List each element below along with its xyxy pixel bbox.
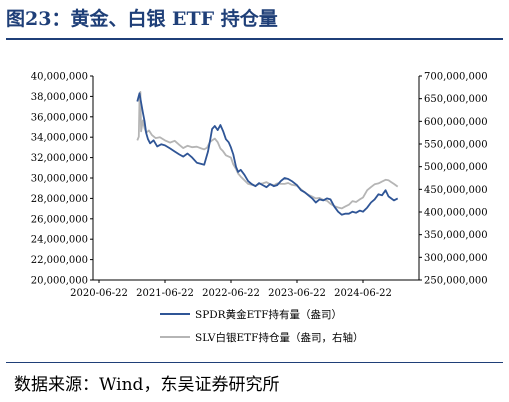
right-tick-label: 400,000,000: [424, 208, 488, 219]
right-tick-label: 650,000,000: [424, 94, 488, 105]
legend-label: SLV白银ETF持仓量（盎司，右轴）: [195, 331, 363, 344]
left-tick-label: 20,000,000: [31, 276, 88, 287]
x-tick-label: 2020-06-22: [70, 288, 128, 299]
right-axis-ticks: 250,000,000 300,000,000 350,000,000 400,000…: [419, 72, 488, 287]
right-tick-label: 500,000,000: [424, 162, 488, 173]
source-note: 数据来源：Wind，东吴证券研究所: [14, 375, 280, 395]
right-tick-label: 600,000,000: [424, 117, 488, 128]
series-line-spdr-gold: [136, 92, 399, 216]
left-tick-label: 32,000,000: [31, 153, 88, 164]
left-tick-label: 28,000,000: [31, 194, 88, 205]
right-tick-label: 350,000,000: [424, 230, 488, 241]
source-divider: [6, 362, 503, 363]
x-tick-label: 2023-06-22: [268, 288, 326, 299]
left-tick-label: 36,000,000: [31, 112, 88, 123]
left-tick-label: 24,000,000: [31, 235, 88, 246]
x-tick-label: 2021-06-22: [136, 288, 194, 299]
left-tick-label: 38,000,000: [31, 92, 88, 103]
chart: 20,000,000 22,000,000 24,000,000 26,000,000…: [31, 72, 488, 345]
x-tick-label: 2022-06-22: [202, 288, 260, 299]
left-tick-label: 26,000,000: [31, 214, 88, 225]
right-tick-label: 450,000,000: [424, 185, 488, 196]
legend: SPDR黄金ETF持有量（盎司） SLV白银ETF持仓量（盎司，右轴）: [160, 308, 363, 344]
legend-label: SPDR黄金ETF持有量（盎司）: [195, 308, 342, 321]
x-tick-label: 2024-06-22: [334, 288, 392, 299]
left-tick-label: 30,000,000: [31, 174, 88, 185]
right-tick-label: 700,000,000: [424, 72, 488, 83]
right-tick-label: 550,000,000: [424, 140, 488, 151]
left-tick-label: 40,000,000: [31, 72, 88, 83]
title-divider: [6, 38, 503, 40]
chart-title: 图23：黄金、白银 ETF 持仓量: [6, 8, 278, 30]
left-tick-label: 34,000,000: [31, 133, 88, 144]
right-tick-label: 300,000,000: [424, 253, 488, 264]
series-layer: [136, 91, 399, 216]
left-tick-label: 22,000,000: [31, 255, 88, 266]
right-tick-label: 250,000,000: [424, 276, 488, 287]
series-line-slv-silver: [136, 91, 399, 210]
left-axis-ticks: 20,000,000 22,000,000 24,000,000 26,000,000…: [31, 72, 93, 287]
x-axis-ticks: 2020-06-22 2021-06-22 2022-06-22 2023-06-22…: [70, 280, 392, 299]
